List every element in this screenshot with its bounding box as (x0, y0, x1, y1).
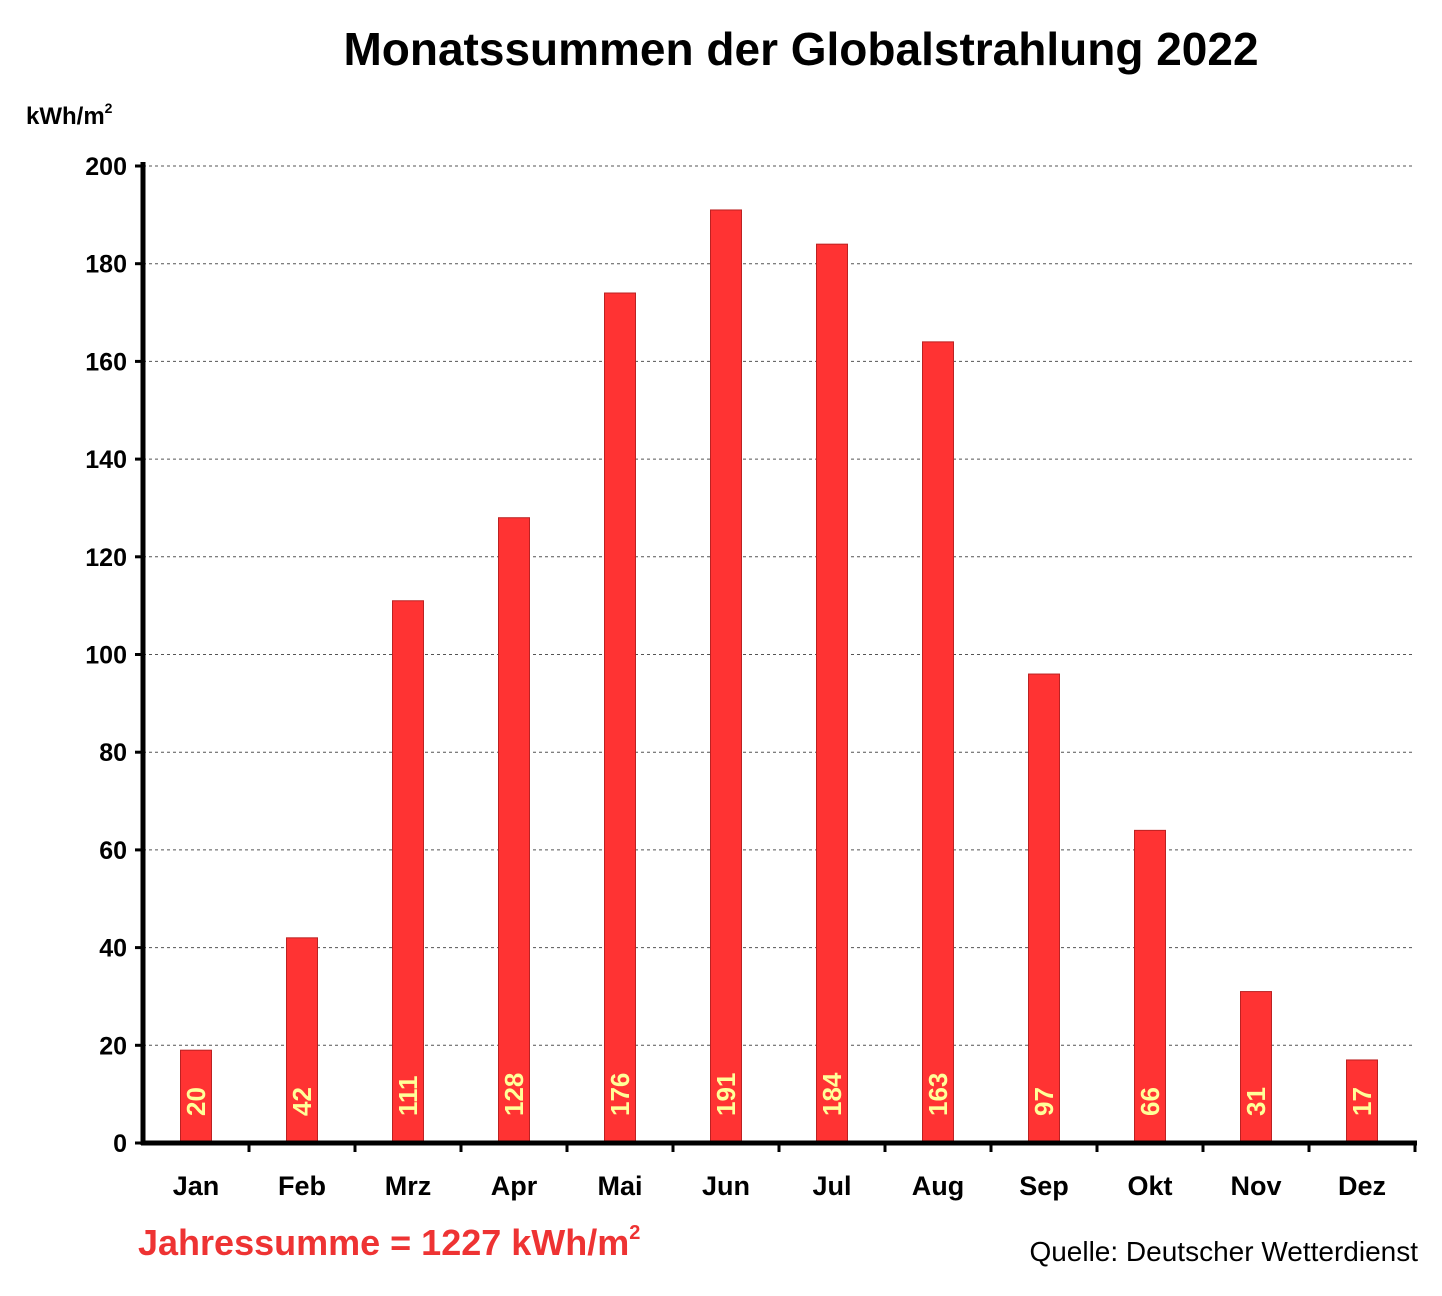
bar-value-label: 42 (287, 1087, 317, 1116)
x-tick-label: Okt (1127, 1171, 1172, 1201)
bar (498, 517, 530, 1144)
bar (922, 341, 954, 1144)
bar (604, 292, 636, 1144)
bar-value-label: 111 (393, 1075, 423, 1116)
y-tick-label: 160 (85, 348, 127, 376)
bar-value-label: 176 (605, 1073, 635, 1116)
bar (180, 1049, 212, 1144)
chart-title: Monatssummen der Globalstrahlung 2022 (343, 23, 1259, 75)
y-tick-label: 140 (85, 446, 127, 474)
bar (1028, 673, 1060, 1144)
y-tick-label: 80 (99, 739, 127, 767)
annual-total: Jahressumme = 1227 kWh/m2 (138, 1222, 640, 1264)
x-tick-label: Mrz (385, 1171, 432, 1201)
bar (710, 209, 742, 1144)
y-tick-label: 20 (99, 1032, 127, 1060)
y-axis-unit-superscript: 2 (104, 100, 113, 116)
bar-value-label: 17 (1347, 1087, 1377, 1116)
y-tick-label: 40 (99, 935, 127, 963)
bar-value-label: 184 (817, 1072, 847, 1116)
x-tick-label: Jun (702, 1171, 750, 1201)
x-tick-label: Feb (278, 1171, 326, 1201)
x-tick-label: Nov (1230, 1171, 1281, 1201)
x-tick-label: Aug (912, 1171, 964, 1201)
bar-value-label: 191 (711, 1073, 741, 1116)
bar-value-label: 31 (1241, 1087, 1271, 1116)
y-tick-label: 0 (113, 1130, 127, 1158)
x-tick-label: Jan (173, 1171, 220, 1201)
y-tick-label: 60 (99, 837, 127, 865)
annual-total-text: Jahressumme = 1227 kWh/m (138, 1222, 630, 1263)
bar (392, 600, 424, 1144)
bar-chart: 0 20 40 60 80 100 120 140 160 180 200 20 Jan 42 Feb 111… (85, 153, 1417, 1201)
y-tick-label: 200 (85, 153, 127, 181)
y-tick-label: 180 (85, 251, 127, 279)
y-axis-unit-label: kWh/m2 (26, 100, 112, 131)
bar (816, 243, 848, 1144)
x-tick-label: Mai (597, 1171, 642, 1201)
bar (1240, 991, 1272, 1144)
source-note: Quelle: Deutscher Wetterdienst (1029, 1236, 1418, 1267)
x-tick-label: Dez (1338, 1171, 1386, 1201)
bar-value-label: 128 (499, 1073, 529, 1116)
x-tick-label: Sep (1019, 1171, 1069, 1201)
annual-total-superscript: 2 (629, 1222, 641, 1244)
bar-value-label: 163 (923, 1073, 953, 1116)
x-tick-label: Apr (491, 1171, 538, 1201)
y-tick-label: 120 (85, 544, 127, 572)
y-tick-label: 100 (85, 642, 127, 670)
bar-value-label: 66 (1135, 1087, 1165, 1116)
x-tick-label: Jul (812, 1171, 851, 1201)
bar-value-label: 20 (181, 1087, 211, 1116)
bar-value-label: 97 (1029, 1087, 1059, 1116)
y-axis-unit-text: kWh/m (26, 103, 105, 130)
